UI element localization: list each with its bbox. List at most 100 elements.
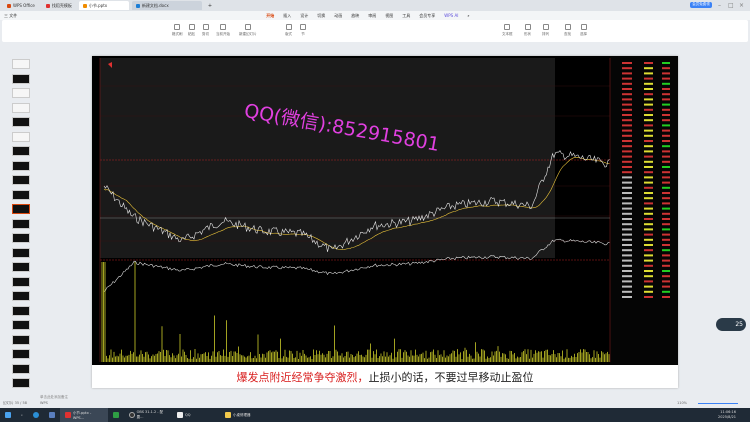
zoom-level[interactable]: 110% [677, 401, 688, 405]
slide-thumbnail[interactable] [12, 204, 30, 214]
slide-thumbnail[interactable] [12, 291, 30, 301]
quote-value [622, 171, 632, 174]
quote-value [644, 119, 653, 122]
start-icon[interactable] [0, 408, 16, 422]
menu-item[interactable]: 审阅 [368, 12, 377, 18]
label: 形状 [524, 32, 531, 36]
find-button[interactable]: 查找 [564, 24, 571, 37]
minimize-icon[interactable]: – [718, 2, 721, 9]
file-menu[interactable]: 三 文件 [4, 12, 18, 18]
quote-value [644, 290, 653, 293]
tab-pptx[interactable]: 小节.pptx [78, 1, 129, 10]
quote-value [622, 249, 632, 252]
quote-value [662, 186, 670, 189]
slide-thumbnail[interactable] [12, 334, 30, 345]
quote-value [622, 150, 632, 153]
label: 当前开始 [216, 32, 230, 36]
slide-thumbnail[interactable] [12, 160, 30, 171]
menu-item[interactable]: 切换 [317, 12, 326, 18]
tab-wps-office[interactable]: WPS Office [3, 1, 39, 10]
taskbar-wps[interactable]: 小节.pptx - WPS... [59, 408, 108, 422]
slide-thumbnail[interactable] [12, 378, 30, 388]
zoom-slider[interactable] [698, 403, 738, 404]
section-button[interactable]: 节 [300, 24, 306, 37]
tab-docx[interactable]: 新建文档.docx [131, 1, 202, 10]
slide-thumbnail[interactable] [12, 218, 30, 229]
slide-thumbnail[interactable] [12, 262, 30, 272]
slide-thumbnail[interactable] [12, 102, 30, 113]
docx-icon [135, 3, 140, 8]
select-button[interactable]: 选择 [580, 24, 587, 37]
close-icon[interactable]: × [739, 2, 745, 9]
format-painter-button[interactable]: 格式刷 [172, 24, 183, 37]
start-current-button[interactable]: 当前开始 [216, 24, 230, 37]
quote-value [662, 134, 670, 137]
menu-item[interactable]: 会员专享 [419, 12, 436, 18]
taskbar-obs[interactable]: OBS 31.1.2 - 配置... [124, 408, 172, 422]
search-icon[interactable]: ⌕ [21, 413, 23, 417]
quote-value [644, 108, 653, 111]
taskbar-folder[interactable]: 小桌修理器 [220, 408, 268, 422]
label: 新建幻灯片 [239, 32, 257, 36]
arrange-button[interactable]: 排列 [542, 24, 549, 37]
quote-value [662, 140, 670, 142]
slide-thumbnail[interactable] [12, 59, 30, 69]
menu-item[interactable]: 设计 [300, 12, 309, 18]
slide-counter: 幻灯片 35 / 58 [3, 401, 27, 405]
label: QQ [184, 413, 191, 417]
quote-value [622, 140, 632, 142]
menu-item[interactable]: 放映 [351, 12, 360, 18]
tab-templates[interactable]: 找稻壳模板 [42, 1, 76, 10]
slide-thumbnail[interactable] [12, 175, 30, 185]
menu-item[interactable]: 动画 [334, 12, 343, 18]
cut-button[interactable]: 剪切 [202, 24, 209, 37]
quote-value [662, 270, 670, 272]
label: OBS 31.1.2 - 配置... [136, 410, 164, 419]
slide-caption[interactable]: 爆发点附近经常争夺激烈， 止损小的话，不要过早移动止盈位 [92, 365, 678, 388]
slide-thumbnail[interactable] [12, 146, 30, 156]
slide-thumbnail[interactable] [12, 276, 30, 287]
menu-item[interactable]: 开始 [266, 12, 275, 18]
taskbar-security[interactable] [108, 408, 124, 422]
floating-widget[interactable]: 25 [716, 318, 746, 331]
vip-button[interactable]: 会员免费领 [690, 2, 712, 8]
system-clock[interactable]: 11:06:16 2025/8/21 [718, 410, 736, 420]
taskbar: ⌕ 小节.pptx - WPS... OBS 31.1.2 - 配置... QQ… [0, 408, 750, 422]
slide-thumbnail[interactable] [12, 131, 30, 142]
quote-value [662, 82, 670, 85]
slide-thumbnail[interactable] [12, 247, 30, 258]
slide-thumbnail[interactable] [12, 73, 30, 84]
quote-value [644, 223, 653, 226]
slide-thumbnail[interactable] [12, 88, 30, 98]
slide-thumbnail-panel[interactable] [0, 45, 36, 390]
slide-canvas[interactable]: QQ(微信):852915801 爆发点附近经常争夺激烈， 止损小的话，不要过早移… [92, 56, 678, 388]
slide-thumbnail[interactable] [12, 233, 30, 243]
paste-button[interactable]: 粘贴 [188, 24, 195, 37]
taskbar-qq[interactable]: QQ [172, 408, 220, 422]
quote-value [662, 67, 670, 70]
quote-value [662, 98, 670, 101]
new-tab-icon[interactable]: + [207, 2, 213, 9]
browser-icon[interactable] [28, 408, 44, 422]
maximize-icon[interactable]: □ [728, 2, 734, 9]
quote-value [622, 212, 632, 215]
slide-thumbnail[interactable] [12, 320, 30, 330]
slide-thumbnail[interactable] [12, 117, 30, 127]
new-slide-button[interactable]: 新建幻灯片 [239, 24, 257, 37]
slide-thumbnail[interactable] [12, 349, 30, 359]
menu-item[interactable]: 工具 [402, 12, 411, 18]
menu-item-wps-ai[interactable]: WPS AI [444, 13, 459, 18]
quote-value [622, 93, 632, 96]
slide-thumbnail[interactable] [12, 189, 30, 200]
quote-value [662, 233, 670, 236]
shape-button[interactable]: 形状 [524, 24, 531, 37]
search-icon[interactable]: ⌕ [467, 13, 470, 18]
app-icon[interactable] [44, 408, 60, 422]
menu-item[interactable]: 插入 [283, 12, 292, 18]
menu-item[interactable]: 视图 [385, 12, 394, 18]
slide-thumbnail[interactable] [12, 305, 30, 316]
textbox-button[interactable]: 文本框 [502, 24, 513, 37]
layout-button[interactable]: 版式 [285, 24, 292, 37]
notes-placeholder[interactable]: 单击此处添加备注 [40, 395, 68, 399]
slide-thumbnail[interactable] [12, 363, 30, 374]
